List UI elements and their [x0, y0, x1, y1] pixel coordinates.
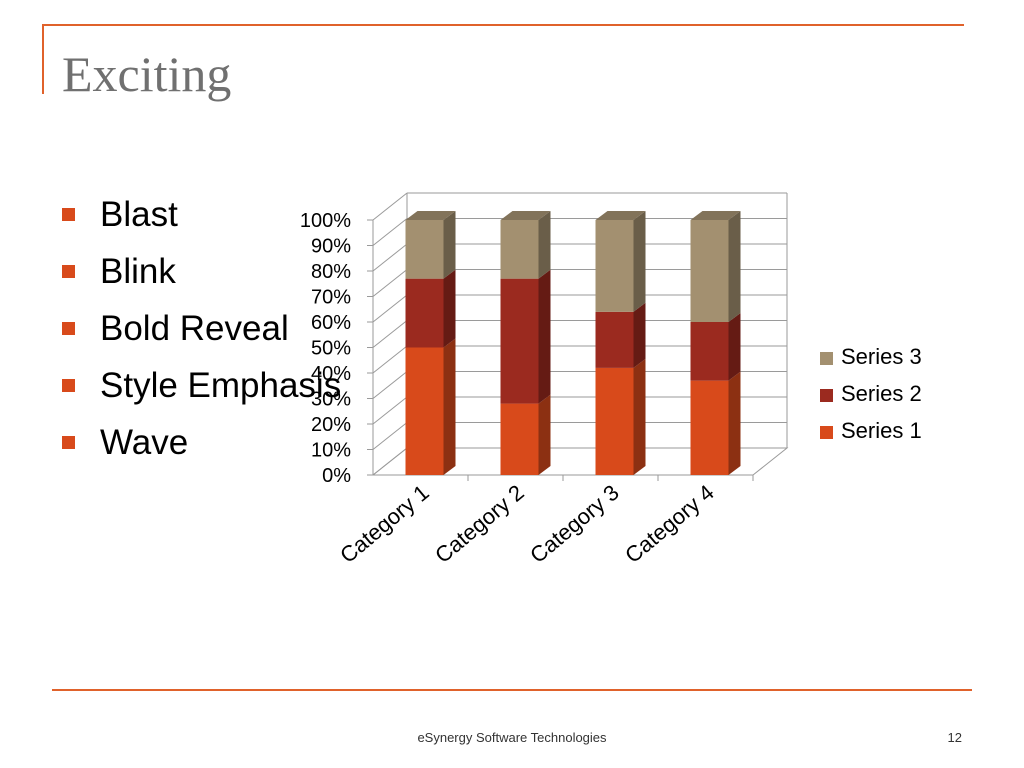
bar-segment [405, 220, 444, 279]
x-tick-label: Category 2 [430, 480, 529, 568]
grid-line-side [372, 345, 408, 374]
bar-segment [500, 403, 539, 475]
y-tick-label: 10% [311, 440, 351, 462]
bullet-item: Wave [62, 414, 341, 471]
bar-top [595, 211, 646, 220]
x-tick-label: Category 4 [620, 480, 719, 568]
bar-top [405, 211, 456, 220]
grid-line-side [372, 269, 408, 297]
bar-segment [690, 322, 729, 381]
bar-segment-side [443, 338, 456, 475]
bar-segment-side [728, 313, 741, 381]
bar-segment-side [538, 211, 551, 279]
y-tick-label: 40% [311, 363, 351, 385]
legend-swatch [820, 389, 833, 402]
grid-line-side [372, 294, 408, 323]
bar-segment-side [633, 211, 646, 312]
bar-segment [595, 220, 634, 312]
bullet-text: Bold Reveal [100, 308, 289, 348]
slide-title: Exciting [62, 46, 232, 102]
bar-segment [500, 278, 539, 404]
title-top-rule [42, 24, 964, 26]
footer-text: eSynergy Software Technologies [417, 730, 607, 745]
y-tick-label: 30% [311, 389, 351, 411]
bar-segment [690, 380, 729, 475]
bar-segment-side [443, 211, 456, 279]
legend-swatch [820, 426, 833, 439]
bullet-item: Style Emphasis [62, 357, 341, 414]
y-tick-label: 70% [311, 287, 351, 309]
page-number: 12 [947, 730, 962, 745]
grid-line-side [372, 243, 408, 272]
grid-line-side [372, 371, 408, 399]
bar-segment-side [728, 211, 741, 322]
y-tick-label: 80% [311, 261, 351, 283]
title-side-rule [42, 24, 44, 94]
y-tick-label: 90% [311, 236, 351, 258]
grid-line-side [372, 320, 408, 348]
grid-line-side [372, 396, 408, 425]
y-tick-label: 60% [311, 312, 351, 334]
bullet-item: Blink [62, 243, 341, 300]
square-bullet-icon [62, 322, 75, 335]
bullet-text: Blast [100, 194, 178, 234]
bar-segment-side [633, 358, 646, 475]
bullet-text: Style Emphasis [100, 365, 342, 405]
square-bullet-icon [62, 436, 75, 449]
square-bullet-icon [62, 265, 75, 278]
grid-line-side [372, 422, 408, 450]
y-tick-label: 20% [311, 414, 351, 436]
legend-label: Series 2 [841, 381, 922, 406]
bar-segment [500, 220, 539, 279]
bullet-text: Blink [100, 251, 176, 291]
bar-segment-side [633, 302, 646, 368]
bar-segment [595, 311, 634, 368]
y-tick-label: 0% [322, 465, 351, 487]
bar-segment-side [538, 269, 551, 404]
y-tick-label: 50% [311, 338, 351, 360]
legend-label: Series 3 [841, 344, 922, 369]
bar-segment [595, 367, 634, 475]
bullet-text: Wave [100, 422, 189, 462]
x-tick-label: Category 3 [525, 480, 624, 568]
square-bullet-icon [62, 208, 75, 221]
bar-segment [405, 278, 444, 348]
bar-top [690, 211, 741, 220]
legend-label: Series 1 [841, 418, 922, 443]
grid-line-side [372, 218, 408, 246]
x-tick-label: Category 1 [335, 480, 434, 568]
bar-segment-side [538, 394, 551, 475]
bar-segment [405, 347, 444, 475]
square-bullet-icon [62, 379, 75, 392]
bar-segment [690, 220, 729, 322]
grid-line-side [372, 192, 408, 221]
bullet-item: Blast [62, 186, 341, 243]
bar-segment-side [443, 269, 456, 348]
bar-segment-side [728, 371, 741, 475]
legend-swatch [820, 352, 833, 365]
bullet-item: Bold Reveal [62, 300, 341, 357]
footer-rule [52, 689, 972, 691]
bullet-list: Blast Blink Bold Reveal Style Emphasis W… [62, 186, 341, 471]
bar-top [500, 211, 551, 220]
y-tick-label: 100% [300, 210, 351, 232]
